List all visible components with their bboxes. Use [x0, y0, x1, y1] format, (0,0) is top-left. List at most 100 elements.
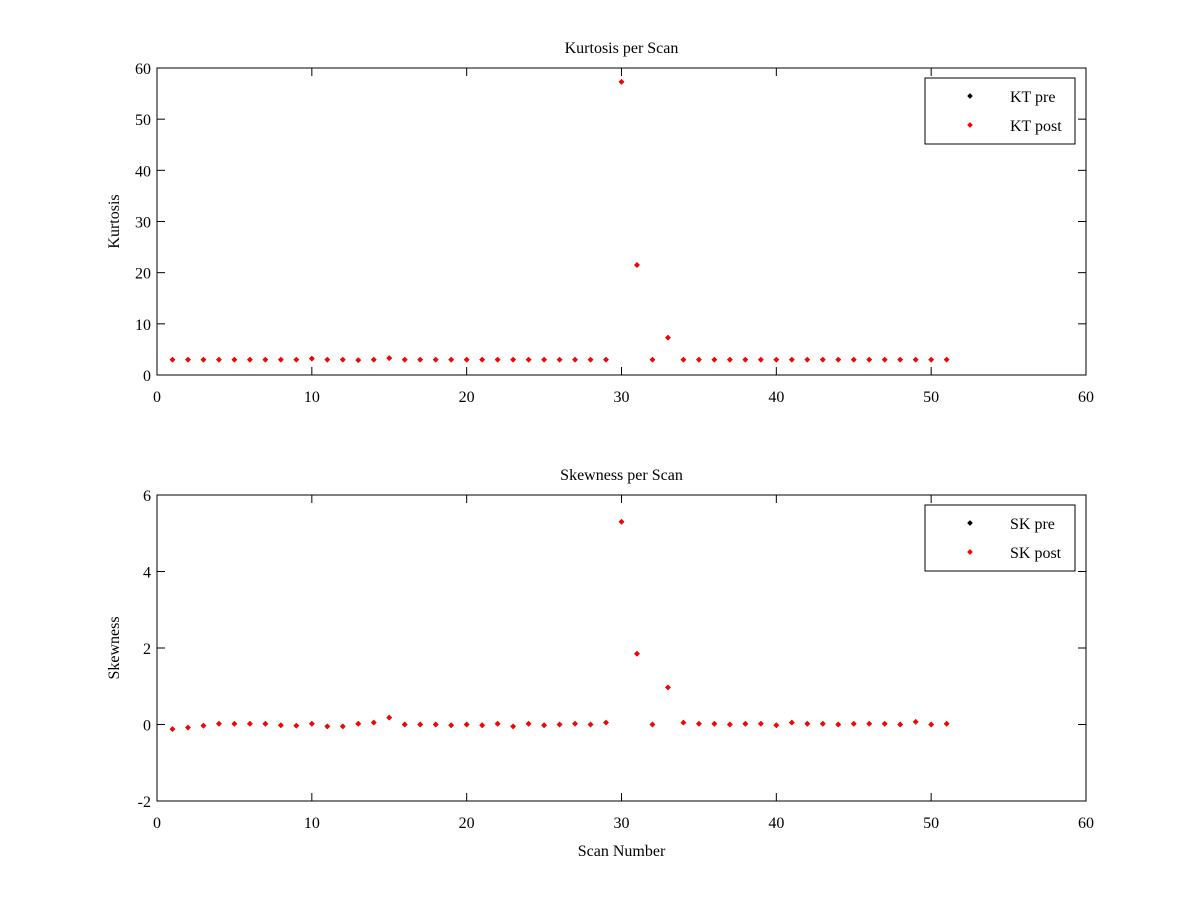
- x-tick-label: 30: [614, 389, 630, 406]
- data-point: [788, 719, 795, 726]
- data-point: [231, 356, 238, 363]
- data-point: [479, 356, 485, 363]
- data-point: [711, 356, 718, 363]
- data-point: [169, 726, 176, 732]
- data-point: [247, 720, 253, 727]
- series-post: [169, 518, 950, 732]
- data-point: [742, 720, 749, 727]
- data-point: [819, 720, 826, 727]
- data-point: [928, 356, 934, 363]
- legend-label: KT pre: [1010, 89, 1055, 106]
- y-axis-label: Skewness: [106, 616, 123, 679]
- data-point: [448, 722, 455, 729]
- legend-marker: [967, 520, 973, 526]
- data-point: [556, 721, 563, 728]
- data-point: [278, 356, 284, 363]
- data-point: [835, 721, 842, 728]
- data-point: [432, 721, 439, 728]
- data-point: [200, 722, 207, 729]
- data-point: [401, 356, 408, 363]
- data-point: [835, 356, 842, 363]
- legend-marker: [967, 122, 973, 128]
- x-tick-label: 50: [923, 389, 939, 406]
- data-point: [758, 720, 764, 727]
- data-point: [541, 356, 547, 363]
- data-point: [804, 720, 811, 727]
- data-point: [324, 356, 331, 363]
- data-point: [309, 355, 315, 362]
- data-point: [727, 356, 733, 363]
- legend: KT pre KT post: [924, 77, 1076, 145]
- data-point: [386, 355, 393, 361]
- x-tick-label: 20: [459, 815, 475, 832]
- x-tick-label: 50: [923, 815, 939, 832]
- data-point: [309, 720, 315, 727]
- x-tick-label: 20: [459, 389, 475, 406]
- y-tick-label: 40: [135, 163, 151, 180]
- data-point: [370, 356, 377, 363]
- y-tick-label: 20: [135, 266, 151, 283]
- data-point: [819, 356, 826, 363]
- data-point: [943, 356, 950, 363]
- data-point: [262, 720, 269, 727]
- y-tick-label: -2: [138, 794, 151, 811]
- y-tick-label: 30: [135, 215, 151, 232]
- data-point: [897, 356, 904, 363]
- data-point: [401, 721, 408, 728]
- data-point: [386, 714, 393, 721]
- data-point: [324, 723, 331, 730]
- chart-title: Kurtosis per Scan: [565, 40, 679, 57]
- x-tick-label: 10: [304, 815, 320, 832]
- data-point: [293, 722, 300, 729]
- data-point: [912, 718, 919, 725]
- legend-label: SK pre: [1010, 516, 1055, 533]
- data-point: [494, 356, 501, 363]
- data-point: [525, 720, 532, 727]
- data-point: [494, 720, 501, 727]
- data-point: [231, 720, 238, 727]
- series-post: [169, 78, 950, 363]
- y-tick-label: 0: [143, 718, 151, 735]
- data-point: [897, 721, 904, 728]
- data-point: [649, 721, 656, 728]
- data-point: [216, 720, 222, 727]
- data-point: [711, 720, 718, 727]
- x-tick-label: 60: [1078, 815, 1094, 832]
- data-point: [216, 356, 222, 363]
- legend-marker: [967, 549, 973, 555]
- data-point: [742, 356, 749, 363]
- data-point: [355, 720, 362, 727]
- data-point: [463, 356, 470, 363]
- data-point: [572, 356, 578, 363]
- data-point: [850, 356, 857, 363]
- y-tick-label: 6: [143, 488, 151, 505]
- data-point: [572, 720, 578, 727]
- data-point: [788, 356, 795, 363]
- data-point: [696, 720, 702, 727]
- y-axis-label: Kurtosis: [106, 194, 123, 248]
- legend-label: KT post: [1010, 118, 1062, 135]
- data-point: [432, 356, 439, 363]
- data-point: [556, 356, 563, 363]
- data-point: [665, 684, 671, 691]
- data-point: [680, 356, 687, 363]
- data-point: [448, 356, 455, 363]
- legend-box: [924, 504, 1076, 572]
- data-point: [278, 722, 284, 729]
- legend-marker: [967, 93, 973, 99]
- data-point: [463, 721, 470, 728]
- subplot-1: 0 10 20 30 40 50 60 0 10 20 30 40 50 60 Kurtosis per S…: [106, 40, 1094, 406]
- x-tick-label: 40: [768, 389, 784, 406]
- legend-box: [924, 77, 1076, 145]
- y-tick-label: 4: [143, 565, 151, 582]
- data-point: [339, 723, 346, 730]
- data-point: [881, 720, 888, 727]
- data-point: [247, 356, 253, 363]
- legend-label: SK post: [1010, 545, 1062, 562]
- data-point: [618, 78, 625, 85]
- data-point: [866, 356, 873, 363]
- data-point: [355, 357, 362, 363]
- y-tick-label: 60: [135, 61, 151, 78]
- y-tick-label: 50: [135, 112, 151, 129]
